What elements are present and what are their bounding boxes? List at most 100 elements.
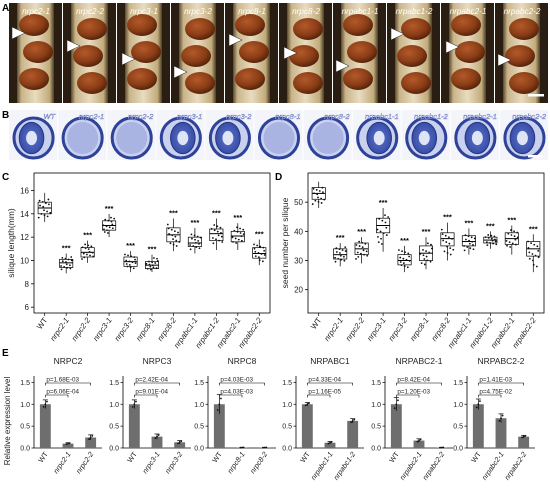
data-point [449, 247, 452, 250]
data-point [133, 403, 136, 406]
endosperm [312, 122, 344, 154]
bar [62, 443, 74, 448]
data-point [239, 227, 241, 230]
data-point [219, 226, 222, 229]
expression-subplot: NRPC2 0.0 0.5 1.0 1.5 WT nrpc2-1 nrpc2-2 p=1.68E… [20, 356, 102, 475]
data-point [387, 216, 390, 218]
embryo-center [177, 130, 189, 146]
subplot-title: NRPC8 [228, 356, 257, 366]
data-point [448, 242, 451, 245]
data-point [381, 219, 384, 222]
data-point [441, 233, 444, 236]
data-point [253, 243, 255, 246]
x-tick-label: nrpc3-2 [113, 315, 136, 342]
embryo-center [517, 130, 528, 146]
data-point [41, 201, 44, 203]
data-point [89, 436, 92, 439]
data-point [260, 253, 263, 255]
x-tick-label: WT [36, 449, 50, 464]
data-point [253, 247, 256, 250]
subplot-title: NRPABC2-1 [395, 356, 442, 366]
data-point [65, 443, 68, 446]
data-point [198, 247, 201, 250]
bar [472, 404, 484, 448]
data-point [357, 256, 360, 258]
data-point [65, 261, 67, 263]
data-point [537, 249, 540, 252]
y-tick-label: 10 [20, 257, 29, 266]
data-point [67, 258, 70, 261]
panel-label-c: C [2, 172, 9, 183]
seed [235, 14, 265, 36]
data-point [236, 230, 239, 233]
data-point [344, 246, 347, 249]
data-point [395, 403, 398, 406]
data-point [494, 240, 497, 243]
data-point [440, 446, 443, 449]
y-tick-label: 20 [294, 286, 303, 295]
y-tick-label: 0.0 [20, 446, 30, 453]
data-point [408, 259, 411, 262]
data-point [439, 446, 441, 449]
photo-label: nrpabc2-1 [450, 7, 487, 16]
data-point [344, 250, 347, 252]
data-point [233, 229, 236, 232]
data-point [423, 263, 426, 266]
data-point [178, 441, 181, 444]
pvalue-label: p=4.33E-04 [308, 377, 341, 384]
y-tick-label: 1.5 [194, 380, 204, 387]
photo-label: nrpabc1-1 [342, 7, 379, 16]
subplot-title: NRPABC1 [310, 356, 350, 366]
data-point [258, 259, 261, 262]
data-point [463, 249, 466, 252]
data-point [355, 244, 358, 246]
seed [397, 45, 427, 67]
data-point [192, 245, 195, 247]
pvalue-label: p=1.20E-03 [397, 389, 430, 396]
data-point [445, 241, 448, 243]
y-tick-label: 1.5 [453, 380, 463, 387]
photo-label: nrpc2-2 [76, 7, 104, 16]
seed [343, 68, 373, 90]
subplot-title: NRPC2 [54, 356, 83, 366]
data-point [384, 221, 387, 224]
data-point [172, 243, 175, 246]
photo-label: nrpc2-1 [22, 7, 50, 16]
data-point [320, 202, 323, 204]
data-point [446, 252, 449, 254]
data-point [472, 243, 474, 246]
significance-mark: *** [212, 209, 221, 218]
data-point [426, 259, 429, 262]
data-point [218, 403, 221, 406]
data-point [151, 264, 154, 267]
subplot-title: NRPABC2-2 [477, 356, 524, 366]
data-point [169, 242, 172, 245]
data-point [265, 446, 268, 449]
embryo-center [373, 130, 385, 146]
data-point [175, 239, 178, 242]
data-point [318, 190, 321, 192]
data-point [362, 249, 365, 252]
data-point [216, 230, 219, 233]
data-point [174, 235, 177, 238]
data-point [124, 253, 126, 256]
bar [151, 436, 163, 448]
seed [185, 72, 215, 94]
data-point [308, 402, 310, 405]
data-point [199, 236, 202, 239]
data-point [42, 205, 45, 208]
data-point [361, 246, 364, 249]
x-tick-label: nrpc2-2 [70, 315, 93, 342]
y-tick-label: 6 [25, 303, 30, 312]
y-tick-label: 0.0 [194, 446, 204, 453]
bar [85, 437, 97, 448]
data-point [507, 232, 510, 235]
data-point [241, 446, 243, 449]
data-point [316, 193, 319, 196]
seed [289, 45, 319, 67]
y-tick-label: 12 [20, 233, 29, 242]
data-point [110, 216, 112, 219]
significance-mark: *** [486, 221, 495, 230]
box [59, 258, 74, 268]
